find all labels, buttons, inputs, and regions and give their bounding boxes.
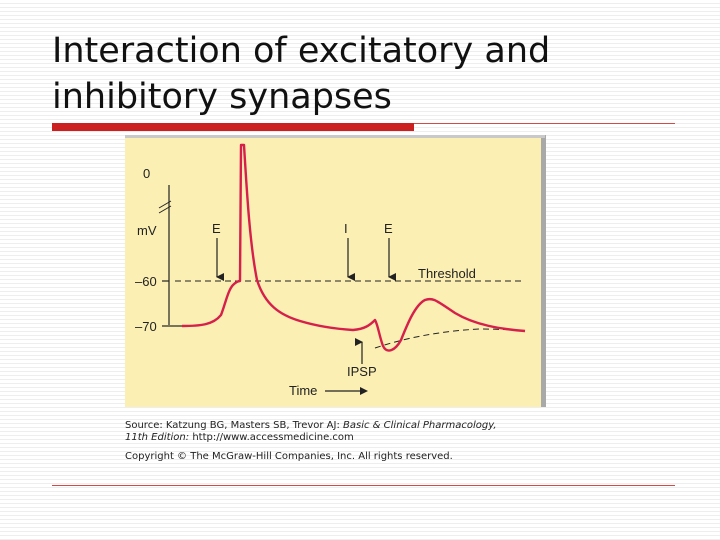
y-label-minus60: –60 <box>135 274 157 289</box>
y-label-minus70: –70 <box>135 319 157 334</box>
title-line-2: inhibitory synapses <box>52 77 392 117</box>
title-line-1: Interaction of excitatory and <box>52 31 551 71</box>
axis-break-mark <box>158 200 172 209</box>
copyright-notice: Copyright © The McGraw-Hill Companies, I… <box>125 451 453 462</box>
ipsp-label: IPSP <box>347 364 377 379</box>
source-prefix: Source: Katzung BG, Masters SB, Trevor A… <box>125 420 344 431</box>
diagram-panel <box>125 135 545 407</box>
footer-divider <box>52 485 675 486</box>
edition-credit: 11th Edition: http://www.accessmedicine.… <box>125 432 548 444</box>
axis-break-mark <box>158 205 172 214</box>
edition-url: http://www.accessmedicine.com <box>192 432 354 443</box>
time-arrow-head <box>360 387 368 395</box>
y-label-unit: mV <box>137 223 157 238</box>
edition-label: 11th Edition: <box>125 432 193 443</box>
arrow-label-i: I <box>344 221 348 236</box>
arrow-label-e1: E <box>212 221 221 236</box>
panel-frame-top <box>125 135 545 138</box>
y-label-zero: 0 <box>143 166 150 181</box>
membrane-potential-trace <box>181 143 526 352</box>
arrow-label-e2: E <box>384 221 393 236</box>
synapse-diagram: 0 mV –60 –70 Threshold E I E IPSP Time <box>125 135 546 407</box>
source-book-title: Basic & Clinical Pharmacology, <box>343 420 497 431</box>
source-credit: Source: Katzung BG, Masters SB, Trevor A… <box>125 420 548 432</box>
title-divider-accent <box>52 123 414 131</box>
figure: 0 mV –60 –70 Threshold E I E IPSP Time S… <box>125 135 548 462</box>
slide-title: Interaction of excitatory and inhibitory… <box>52 28 692 120</box>
threshold-label: Threshold <box>418 266 476 281</box>
time-label: Time <box>289 383 317 398</box>
panel-frame-right <box>541 135 546 407</box>
